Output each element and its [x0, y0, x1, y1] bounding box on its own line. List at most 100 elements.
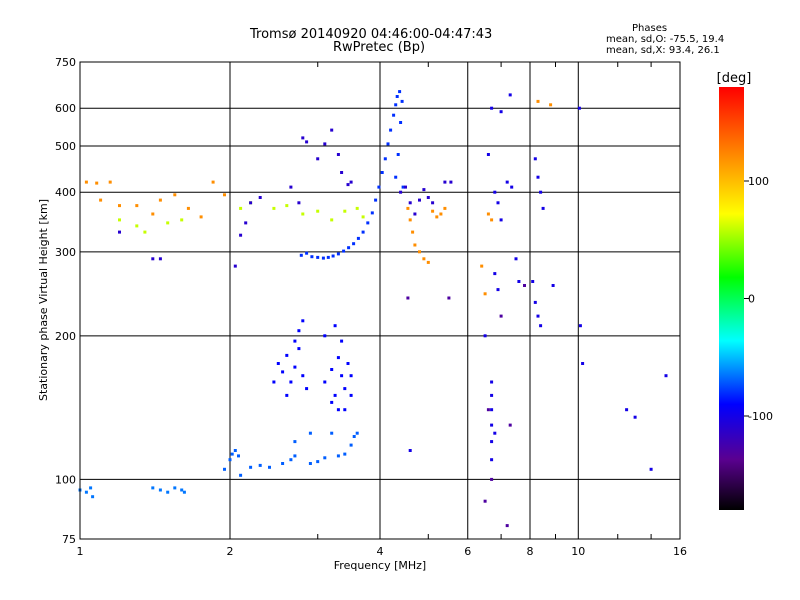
data-point: [336, 408, 340, 412]
data-point: [439, 212, 443, 216]
data-point: [89, 486, 93, 490]
data-point: [323, 142, 327, 146]
data-point: [308, 431, 312, 435]
data-point: [293, 440, 297, 444]
data-point: [493, 272, 497, 276]
data-point: [239, 233, 243, 237]
data-point: [233, 449, 237, 452]
data-point: [483, 292, 487, 296]
data-point: [486, 408, 490, 412]
data-point: [340, 339, 344, 343]
data-point: [330, 400, 334, 404]
data-point: [258, 196, 262, 199]
data-point: [349, 180, 353, 184]
data-point: [118, 230, 121, 234]
data-point: [301, 374, 305, 378]
x-tick-label: 4: [377, 545, 384, 558]
data-point: [158, 198, 162, 202]
data-point: [505, 524, 509, 528]
data-point: [356, 236, 360, 240]
data-point: [418, 198, 421, 202]
data-point: [166, 221, 170, 225]
data-point: [180, 218, 184, 222]
data-point: [577, 106, 581, 110]
stats-o-mode: mean, sd,O: -75.5, 19.4: [606, 34, 725, 45]
chart-title: Tromsø 20140920 04:46:00-04:47:43: [250, 27, 493, 42]
data-point: [490, 218, 494, 222]
data-point: [578, 324, 582, 328]
data-point: [258, 463, 262, 467]
y-axis-label: Stationary phase Virtual Height [km]: [37, 199, 50, 401]
data-point: [505, 180, 509, 184]
data-point: [483, 334, 487, 338]
data-point: [347, 246, 351, 250]
data-point: [449, 180, 453, 184]
data-point: [346, 183, 350, 187]
data-point: [99, 198, 103, 202]
data-point: [383, 157, 387, 161]
data-point: [406, 206, 410, 210]
y-tick-label: 400: [55, 186, 76, 199]
data-point: [301, 212, 305, 216]
data-point: [490, 458, 494, 462]
data-point: [374, 198, 378, 202]
data-point: [346, 362, 350, 365]
data-point: [406, 296, 410, 300]
data-point: [343, 452, 347, 456]
data-point: [396, 153, 400, 156]
grid-lines: [80, 62, 680, 539]
data-point: [330, 218, 334, 222]
data-point: [301, 136, 305, 140]
data-point: [443, 206, 447, 210]
data-point: [281, 370, 285, 374]
data-point: [349, 393, 353, 397]
data-point: [493, 190, 497, 194]
data-point: [490, 440, 494, 444]
data-point: [135, 204, 139, 208]
data-point: [413, 212, 417, 216]
data-point: [158, 488, 162, 492]
data-point: [285, 353, 289, 357]
data-point: [514, 257, 518, 261]
data-point: [536, 314, 540, 318]
colorbar-label: [deg]: [717, 71, 752, 86]
stats-heading: Phases: [632, 23, 668, 34]
data-point: [483, 499, 487, 503]
data-point: [490, 477, 494, 481]
data-point: [151, 257, 155, 261]
data-point: [336, 153, 340, 156]
data-point: [510, 185, 514, 189]
data-point: [517, 280, 521, 283]
data-point: [633, 415, 637, 419]
data-point: [299, 253, 303, 257]
data-point: [323, 456, 327, 460]
x-tick-label: 6: [464, 545, 471, 558]
y-tick-label: 500: [55, 140, 76, 153]
data-point: [285, 393, 289, 397]
data-point: [431, 209, 435, 213]
data-point: [272, 380, 276, 384]
data-point: [399, 121, 403, 124]
data-point: [493, 431, 497, 435]
data-point: [413, 243, 417, 247]
data-point: [355, 206, 359, 210]
data-point: [84, 490, 88, 494]
data-point: [408, 201, 412, 205]
data-point: [323, 334, 327, 338]
data-point: [244, 221, 248, 225]
data-point: [370, 211, 374, 215]
data-point: [305, 387, 309, 391]
data-point: [268, 465, 271, 469]
data-point: [272, 206, 276, 210]
data-point: [342, 249, 346, 253]
x-tick-label: 8: [527, 545, 534, 558]
data-point: [490, 393, 494, 397]
data-point: [336, 356, 340, 360]
data-point: [343, 408, 347, 412]
data-point: [480, 264, 484, 268]
data-point: [443, 180, 447, 184]
data-point: [289, 380, 293, 384]
data-point: [398, 90, 402, 94]
colorbar-tick-label: -100: [748, 410, 773, 423]
data-point: [422, 257, 426, 261]
